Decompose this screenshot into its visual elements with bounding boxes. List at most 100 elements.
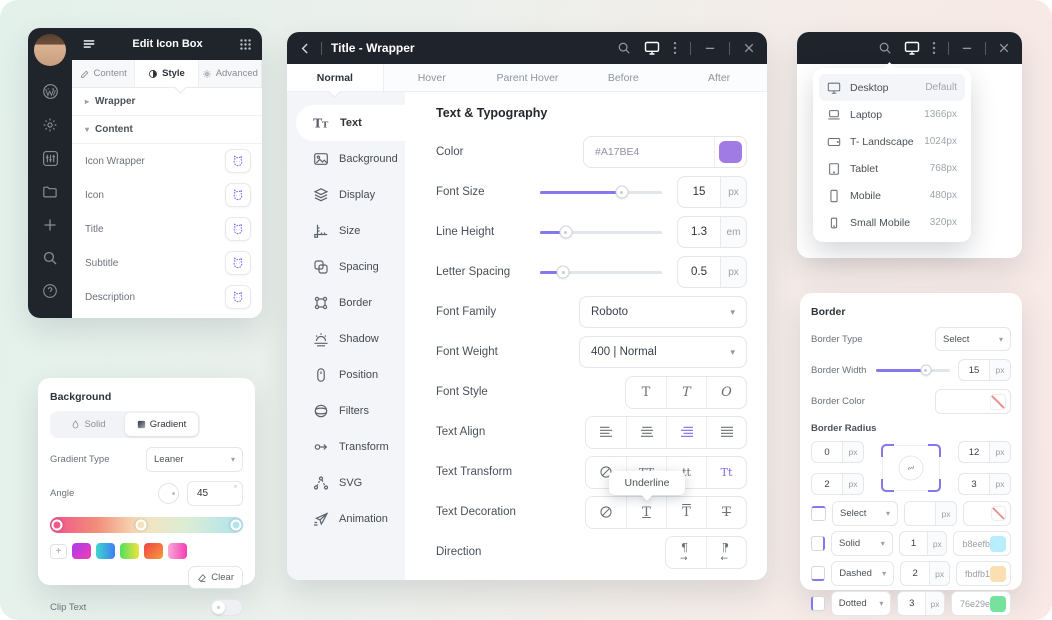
search-icon[interactable] bbox=[617, 41, 631, 55]
sliders-icon[interactable] bbox=[42, 150, 59, 167]
radius-bottom-right[interactable]: 3 px bbox=[958, 473, 1011, 495]
decoration-underline-button[interactable]: T bbox=[626, 496, 666, 528]
nav-item-background[interactable]: Background bbox=[296, 141, 405, 177]
list-item-subtitle[interactable]: Subtitle bbox=[72, 246, 262, 280]
style-cat-icon[interactable] bbox=[225, 251, 251, 275]
tab-advanced[interactable]: Advanced bbox=[199, 60, 262, 87]
device-option-small-mobile[interactable]: Small Mobile 320px bbox=[819, 209, 965, 236]
nav-item-svg[interactable]: SVG bbox=[296, 465, 405, 501]
side-color-input[interactable]: fbdfb1 bbox=[955, 561, 1012, 586]
grid-menu-icon[interactable] bbox=[239, 38, 252, 51]
gradient-preset[interactable] bbox=[96, 543, 115, 559]
responsive-monitor-icon[interactable] bbox=[904, 40, 920, 56]
gradient-preset[interactable] bbox=[168, 543, 187, 559]
settings-gear-icon[interactable] bbox=[42, 117, 58, 133]
font-family-select[interactable]: Roboto ▾ bbox=[579, 296, 747, 328]
minimize-icon[interactable] bbox=[961, 42, 973, 54]
border-color-input[interactable] bbox=[935, 389, 1011, 414]
style-cat-icon[interactable] bbox=[225, 183, 251, 207]
side-width-input[interactable]: 3 px bbox=[897, 591, 945, 616]
list-item-icon[interactable]: Icon bbox=[72, 178, 262, 212]
align-justify-button[interactable] bbox=[706, 416, 746, 448]
direction-rtl-button[interactable]: ¶ ← bbox=[706, 536, 746, 568]
angle-input[interactable]: 45 ° bbox=[187, 481, 243, 506]
align-center-button[interactable] bbox=[626, 416, 666, 448]
side-color-input[interactable] bbox=[963, 501, 1011, 526]
gradient-stop[interactable] bbox=[51, 519, 63, 531]
tab-after[interactable]: After bbox=[707, 71, 731, 84]
clear-button[interactable]: Clear bbox=[188, 566, 243, 589]
side-left-checkbox[interactable] bbox=[811, 596, 825, 611]
tab-content[interactable]: Content bbox=[72, 60, 136, 87]
nav-item-animation[interactable]: Animation bbox=[296, 501, 405, 537]
transform-capitalize-button[interactable]: Tt bbox=[706, 456, 746, 488]
responsive-monitor-icon[interactable] bbox=[644, 40, 660, 56]
device-option-tablet[interactable]: Tablet 768px bbox=[819, 155, 965, 182]
link-values-icon[interactable] bbox=[898, 455, 924, 481]
angle-dial[interactable] bbox=[158, 483, 179, 504]
tab-hover[interactable]: Hover bbox=[417, 71, 446, 84]
letter-spacing-value[interactable]: 0.5 px bbox=[677, 256, 747, 288]
side-width-input[interactable]: px bbox=[904, 501, 957, 526]
radius-bottom-left[interactable]: 2 px bbox=[811, 473, 864, 495]
solid-mode-button[interactable]: Solid bbox=[52, 413, 125, 436]
list-item-description[interactable]: Description bbox=[72, 280, 262, 314]
side-style-select[interactable]: Dotted ▾ bbox=[830, 591, 892, 616]
line-height-value[interactable]: 1.3 em bbox=[677, 216, 747, 248]
tab-parent-hover[interactable]: Parent Hover bbox=[496, 71, 559, 84]
letter-spacing-slider[interactable] bbox=[540, 265, 662, 279]
font-weight-select[interactable]: 400 | Normal ▾ bbox=[579, 336, 747, 368]
section-wrapper[interactable]: ▸ Wrapper bbox=[72, 88, 262, 116]
nav-item-transform[interactable]: Transform bbox=[296, 429, 405, 465]
decoration-overline-button[interactable]: T bbox=[666, 496, 706, 528]
section-content[interactable]: ▾ Content bbox=[72, 116, 262, 144]
device-option-desktop[interactable]: Desktop Default bbox=[819, 74, 965, 101]
folder-icon[interactable] bbox=[42, 184, 58, 200]
search-icon[interactable] bbox=[878, 41, 892, 55]
font-style-italic-button[interactable]: T bbox=[666, 376, 706, 408]
style-cat-icon[interactable] bbox=[225, 217, 251, 241]
side-bottom-checkbox[interactable] bbox=[811, 566, 826, 581]
font-style-oblique-button[interactable]: O bbox=[706, 376, 746, 408]
gradient-type-select[interactable]: Leaner ▾ bbox=[146, 447, 243, 472]
side-style-select[interactable]: Dashed ▾ bbox=[831, 561, 895, 586]
side-color-input[interactable]: b8eefb bbox=[953, 531, 1011, 556]
wordpress-icon[interactable] bbox=[42, 83, 59, 100]
side-width-input[interactable]: 2 px bbox=[900, 561, 950, 586]
side-width-input[interactable]: 1 px bbox=[898, 531, 948, 556]
gradient-stop[interactable] bbox=[230, 519, 242, 531]
add-preset-button[interactable]: + bbox=[50, 543, 67, 559]
decoration-none-button[interactable] bbox=[586, 497, 626, 528]
font-style-normal-button[interactable]: T bbox=[641, 384, 651, 400]
color-swatch[interactable] bbox=[719, 141, 742, 163]
border-width-value[interactable]: 15 px bbox=[958, 359, 1011, 381]
gradient-preset[interactable] bbox=[144, 543, 163, 559]
font-size-value[interactable]: 15 px bbox=[677, 176, 747, 208]
nav-item-display[interactable]: Display bbox=[296, 177, 405, 213]
search-icon[interactable] bbox=[42, 250, 58, 266]
kebab-menu-icon[interactable] bbox=[673, 41, 677, 55]
nav-item-position[interactable]: Position bbox=[296, 357, 405, 393]
nav-item-shadow[interactable]: Shadow bbox=[296, 321, 405, 357]
tab-before[interactable]: Before bbox=[607, 71, 639, 84]
nav-item-spacing[interactable]: Spacing bbox=[296, 249, 405, 285]
decoration-strikethrough-button[interactable]: T bbox=[706, 496, 746, 528]
add-icon[interactable] bbox=[42, 217, 58, 233]
align-right-button[interactable] bbox=[666, 416, 706, 448]
help-icon[interactable] bbox=[42, 283, 58, 299]
side-style-select[interactable]: Select ▾ bbox=[832, 501, 898, 526]
border-type-select[interactable]: Select ▾ bbox=[935, 327, 1011, 351]
clip-text-toggle[interactable] bbox=[210, 599, 243, 616]
style-cat-icon[interactable] bbox=[225, 149, 251, 173]
side-right-checkbox[interactable] bbox=[811, 536, 825, 551]
gradient-stop[interactable] bbox=[135, 519, 147, 531]
color-input[interactable]: #A17BE4 bbox=[583, 136, 747, 168]
side-top-checkbox[interactable] bbox=[811, 506, 826, 521]
gradient-mode-button[interactable]: Gradient bbox=[125, 413, 198, 436]
side-color-input[interactable]: 76e29e bbox=[950, 591, 1011, 616]
radius-top-left[interactable]: 0 px bbox=[811, 441, 864, 463]
side-style-select[interactable]: Solid ▾ bbox=[830, 531, 893, 556]
device-option-laptop[interactable]: Laptop 1366px bbox=[819, 101, 965, 128]
device-option-mobile[interactable]: Mobile 480px bbox=[819, 182, 965, 209]
close-icon[interactable] bbox=[998, 42, 1010, 54]
